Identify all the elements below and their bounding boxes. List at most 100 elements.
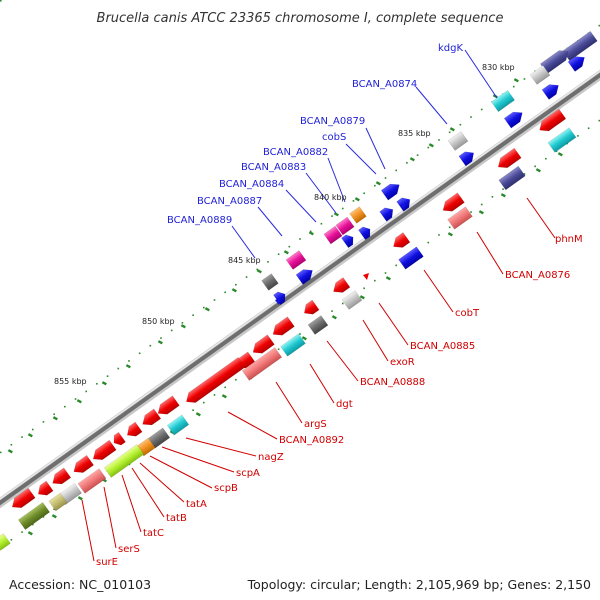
gene-cyan-4[interactable]: [166, 414, 190, 436]
gene-BCAN_A0876[interactable]: [390, 232, 411, 251]
small-gene[interactable]: [275, 298, 281, 305]
gene-label-BCAN_A0889[interactable]: BCAN_A0889: [167, 215, 232, 226]
scale-labels: 830 kbp 835 kbp 840 kbp 845 kbp 850 kbp …: [54, 63, 515, 386]
small-gene[interactable]: [400, 203, 406, 210]
scale-dot: [138, 352, 141, 355]
gene-label-exoR[interactable]: exoR: [390, 357, 415, 368]
gene-label-BCAN_A0876[interactable]: BCAN_A0876: [505, 270, 570, 281]
gene-lime[interactable]: [103, 444, 145, 478]
gene-orange[interactable]: [349, 206, 367, 224]
gene-label-BCAN_A0888[interactable]: BCAN_A0888: [360, 377, 425, 388]
gene-BCAN_A0887[interactable]: [295, 265, 316, 285]
label-connector: [185, 437, 257, 457]
gene-label-tatB[interactable]: tatB: [166, 513, 187, 524]
gene-blue-b[interactable]: [541, 80, 562, 100]
gene-label-BCAN_A0874[interactable]: BCAN_A0874: [352, 79, 417, 90]
gene-red-j[interactable]: [110, 431, 126, 448]
label-connector: [285, 189, 317, 223]
gene-dgray[interactable]: [261, 273, 279, 291]
gene-magenta-2[interactable]: [323, 225, 343, 245]
scale-dot: [502, 188, 504, 191]
scale-dot: [363, 192, 365, 195]
gene-blue-c[interactable]: [458, 148, 477, 167]
gene-red-b[interactable]: [440, 192, 465, 216]
gene-BCAN_A0883[interactable]: [341, 232, 356, 249]
gene-label-cobS[interactable]: cobS: [322, 132, 346, 143]
gene-red-m[interactable]: [49, 467, 72, 488]
gene-olive[interactable]: [17, 502, 51, 530]
gene-navy-2[interactable]: [498, 165, 526, 191]
gene-silver[interactable]: [529, 65, 551, 85]
gene-lime-2[interactable]: [0, 533, 11, 551]
scale-dot: [149, 344, 152, 347]
gene-red-e[interactable]: [250, 334, 275, 358]
gene-cyan-2[interactable]: [547, 127, 577, 153]
gene-red-h[interactable]: [139, 408, 162, 429]
small-gene[interactable]: [363, 273, 369, 280]
gene-label-scpB[interactable]: scpB: [214, 483, 238, 494]
gene-silver-2[interactable]: [447, 131, 469, 151]
gene-red-l[interactable]: [70, 454, 94, 476]
gene-label-nagZ[interactable]: nagZ: [258, 452, 284, 463]
scale-dot: [331, 310, 333, 312]
gene-tick: [52, 416, 58, 421]
gene-surE[interactable]: [9, 487, 36, 512]
scale-dot: [267, 261, 269, 263]
gene-kdgK[interactable]: [491, 89, 515, 113]
gene-blue-a[interactable]: [567, 52, 588, 72]
gene-navy-block[interactable]: [562, 30, 598, 62]
gene-cyan-3[interactable]: [280, 333, 306, 357]
gene-dgt[interactable]: [241, 347, 283, 381]
gene-BCAN_A0879[interactable]: [380, 180, 403, 201]
scale-dot: [512, 85, 515, 88]
scale-dot: [64, 405, 66, 408]
gene-label-kdgK[interactable]: kdgK: [438, 43, 463, 54]
gene-tick: [557, 152, 563, 157]
gene-blue-rev[interactable]: [398, 246, 424, 270]
gene-tick: [449, 127, 455, 132]
scale-dot: [395, 264, 398, 267]
gene-magenta[interactable]: [335, 216, 355, 236]
scale-dot: [416, 154, 419, 156]
gene-label-phnM[interactable]: phnM: [555, 234, 583, 245]
gene-argS[interactable]: [183, 357, 246, 406]
gene-label-BCAN_A0884[interactable]: BCAN_A0884: [219, 179, 284, 190]
label-connector: [365, 127, 386, 170]
scale-dot: [341, 302, 344, 305]
gene-label-tatA[interactable]: tatA: [186, 499, 207, 510]
scale-dot: [42, 516, 45, 518]
gene-BCAN_A0874[interactable]: [503, 108, 526, 129]
gene-label-BCAN_A0892[interactable]: BCAN_A0892: [279, 435, 344, 446]
gene-label-scpA[interactable]: scpA: [236, 468, 260, 479]
gene-pink[interactable]: [447, 206, 473, 230]
gene-BCAN_A0882[interactable]: [358, 224, 373, 241]
gene-red-c[interactable]: [301, 299, 320, 318]
gene-label-tatC[interactable]: tatC: [143, 528, 164, 539]
gene-label-BCAN_A0879[interactable]: BCAN_A0879: [300, 116, 365, 127]
gene-pink-2[interactable]: [77, 468, 107, 494]
scale-dot: [96, 382, 98, 385]
gene-label-BCAN_A0887[interactable]: BCAN_A0887: [197, 196, 262, 207]
gene-silver-3[interactable]: [341, 290, 363, 310]
gene-red-n[interactable]: [35, 480, 54, 499]
gene-label-serS[interactable]: serS: [118, 544, 140, 555]
gene-phnM[interactable]: [495, 147, 522, 172]
gene-BCAN_A0889[interactable]: [285, 250, 307, 270]
gene-khaki[interactable]: [48, 492, 68, 512]
gene-cobT[interactable]: [330, 277, 351, 296]
gene-label-argS[interactable]: argS: [304, 419, 327, 430]
gene-blue-d[interactable]: [379, 205, 397, 222]
gene-red-g[interactable]: [155, 395, 180, 419]
gene-label-cobT[interactable]: cobT: [455, 308, 480, 319]
gene-red-d[interactable]: [270, 316, 295, 340]
gene-label-BCAN_A0885[interactable]: BCAN_A0885: [410, 341, 475, 352]
gene-tick: [77, 496, 83, 501]
gene-label-dgt[interactable]: dgt: [336, 399, 353, 410]
gene-label-BCAN_A0883[interactable]: BCAN_A0883: [241, 162, 306, 173]
gene-red-k[interactable]: [90, 439, 117, 464]
gene-label-BCAN_A0882[interactable]: BCAN_A0882: [263, 147, 328, 158]
gene-red-i[interactable]: [124, 421, 143, 440]
gene-dgray-2[interactable]: [307, 315, 329, 335]
gene-label-surE[interactable]: surE: [96, 557, 118, 568]
gene-red-a[interactable]: [536, 108, 567, 135]
